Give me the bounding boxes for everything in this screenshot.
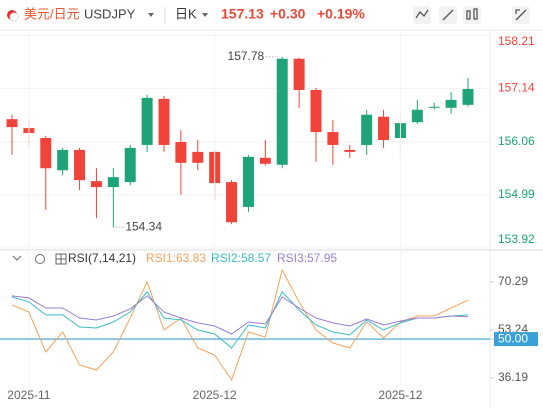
high-label: 157.78 xyxy=(228,49,265,63)
candle-body xyxy=(107,177,119,188)
price: 157.13 xyxy=(221,6,264,22)
change: +0.30 xyxy=(270,6,306,22)
candle-body xyxy=(361,114,373,145)
rsi-line xyxy=(11,291,469,349)
candle-body xyxy=(378,116,390,140)
candle-body xyxy=(57,149,69,171)
ref-label-box xyxy=(494,332,538,347)
indicator-title: RSI(7,14,21) xyxy=(68,251,136,265)
dropdown-arrow[interactable] xyxy=(202,13,208,17)
period[interactable]: 日K xyxy=(175,6,197,21)
low-label: 154.34 xyxy=(125,219,162,233)
candle-body xyxy=(226,182,238,223)
candle-body xyxy=(276,58,288,165)
y-tick-label: 156.06 xyxy=(498,134,535,148)
fullscreen-icon xyxy=(515,9,527,21)
flag-icon xyxy=(9,12,19,22)
x-tick-label: 2025-11 xyxy=(7,388,50,402)
candle-body xyxy=(6,119,18,128)
toolbar xyxy=(413,6,530,24)
type-button[interactable] xyxy=(463,6,481,24)
candle-body xyxy=(445,99,457,108)
y-tick-label: 158.21 xyxy=(498,34,535,48)
candle-body xyxy=(141,97,153,145)
candle-body xyxy=(175,141,187,163)
indicator-button[interactable] xyxy=(413,6,431,24)
draw-icon xyxy=(442,9,454,21)
candle-body xyxy=(192,151,204,163)
y-tick-label: 50.00 xyxy=(498,331,528,345)
candle-body xyxy=(462,88,474,105)
rsi-line xyxy=(11,295,469,335)
legend-entry: RSI1:63.83 xyxy=(146,251,206,265)
symbol-name[interactable]: 美元/日元 xyxy=(24,6,80,21)
candle-body xyxy=(293,58,305,90)
indicator-icon xyxy=(415,9,429,19)
x-tick-label: 2025-12 xyxy=(378,388,422,402)
change-percent: +0.19% xyxy=(317,6,365,22)
legend-entry: RSI3:57.95 xyxy=(277,251,337,265)
x-tick-label: 2025-12 xyxy=(193,388,237,402)
candle-body xyxy=(90,181,102,188)
rsi-line xyxy=(11,268,469,382)
settings-icon[interactable] xyxy=(35,254,45,264)
legend-entry: RSI2:58.57 xyxy=(211,251,271,265)
type-icon xyxy=(473,8,478,20)
candle-body xyxy=(344,149,356,152)
candle-body xyxy=(158,98,170,145)
y-tick-label: 70.29 xyxy=(498,274,528,288)
type-icon xyxy=(466,10,471,20)
collapse-icon[interactable] xyxy=(12,255,22,261)
y-tick-label: 157.14 xyxy=(498,81,535,95)
candle-body xyxy=(124,147,136,183)
symbol-code[interactable]: USDJPY xyxy=(84,6,136,21)
candle-body xyxy=(310,89,322,133)
fullscreen-icon xyxy=(515,9,520,14)
candle-body xyxy=(411,109,423,123)
candle-body xyxy=(259,157,271,164)
candle-body xyxy=(74,149,86,181)
candle-body xyxy=(242,156,254,207)
dropdown-arrow[interactable] xyxy=(148,13,154,17)
y-tick-label: 153.92 xyxy=(498,232,535,246)
candle-body xyxy=(327,132,339,145)
candle-body xyxy=(428,106,440,108)
y-tick-label: 36.19 xyxy=(498,370,528,384)
y-tick-label: 154.99 xyxy=(498,187,535,201)
candle-body xyxy=(40,138,52,169)
